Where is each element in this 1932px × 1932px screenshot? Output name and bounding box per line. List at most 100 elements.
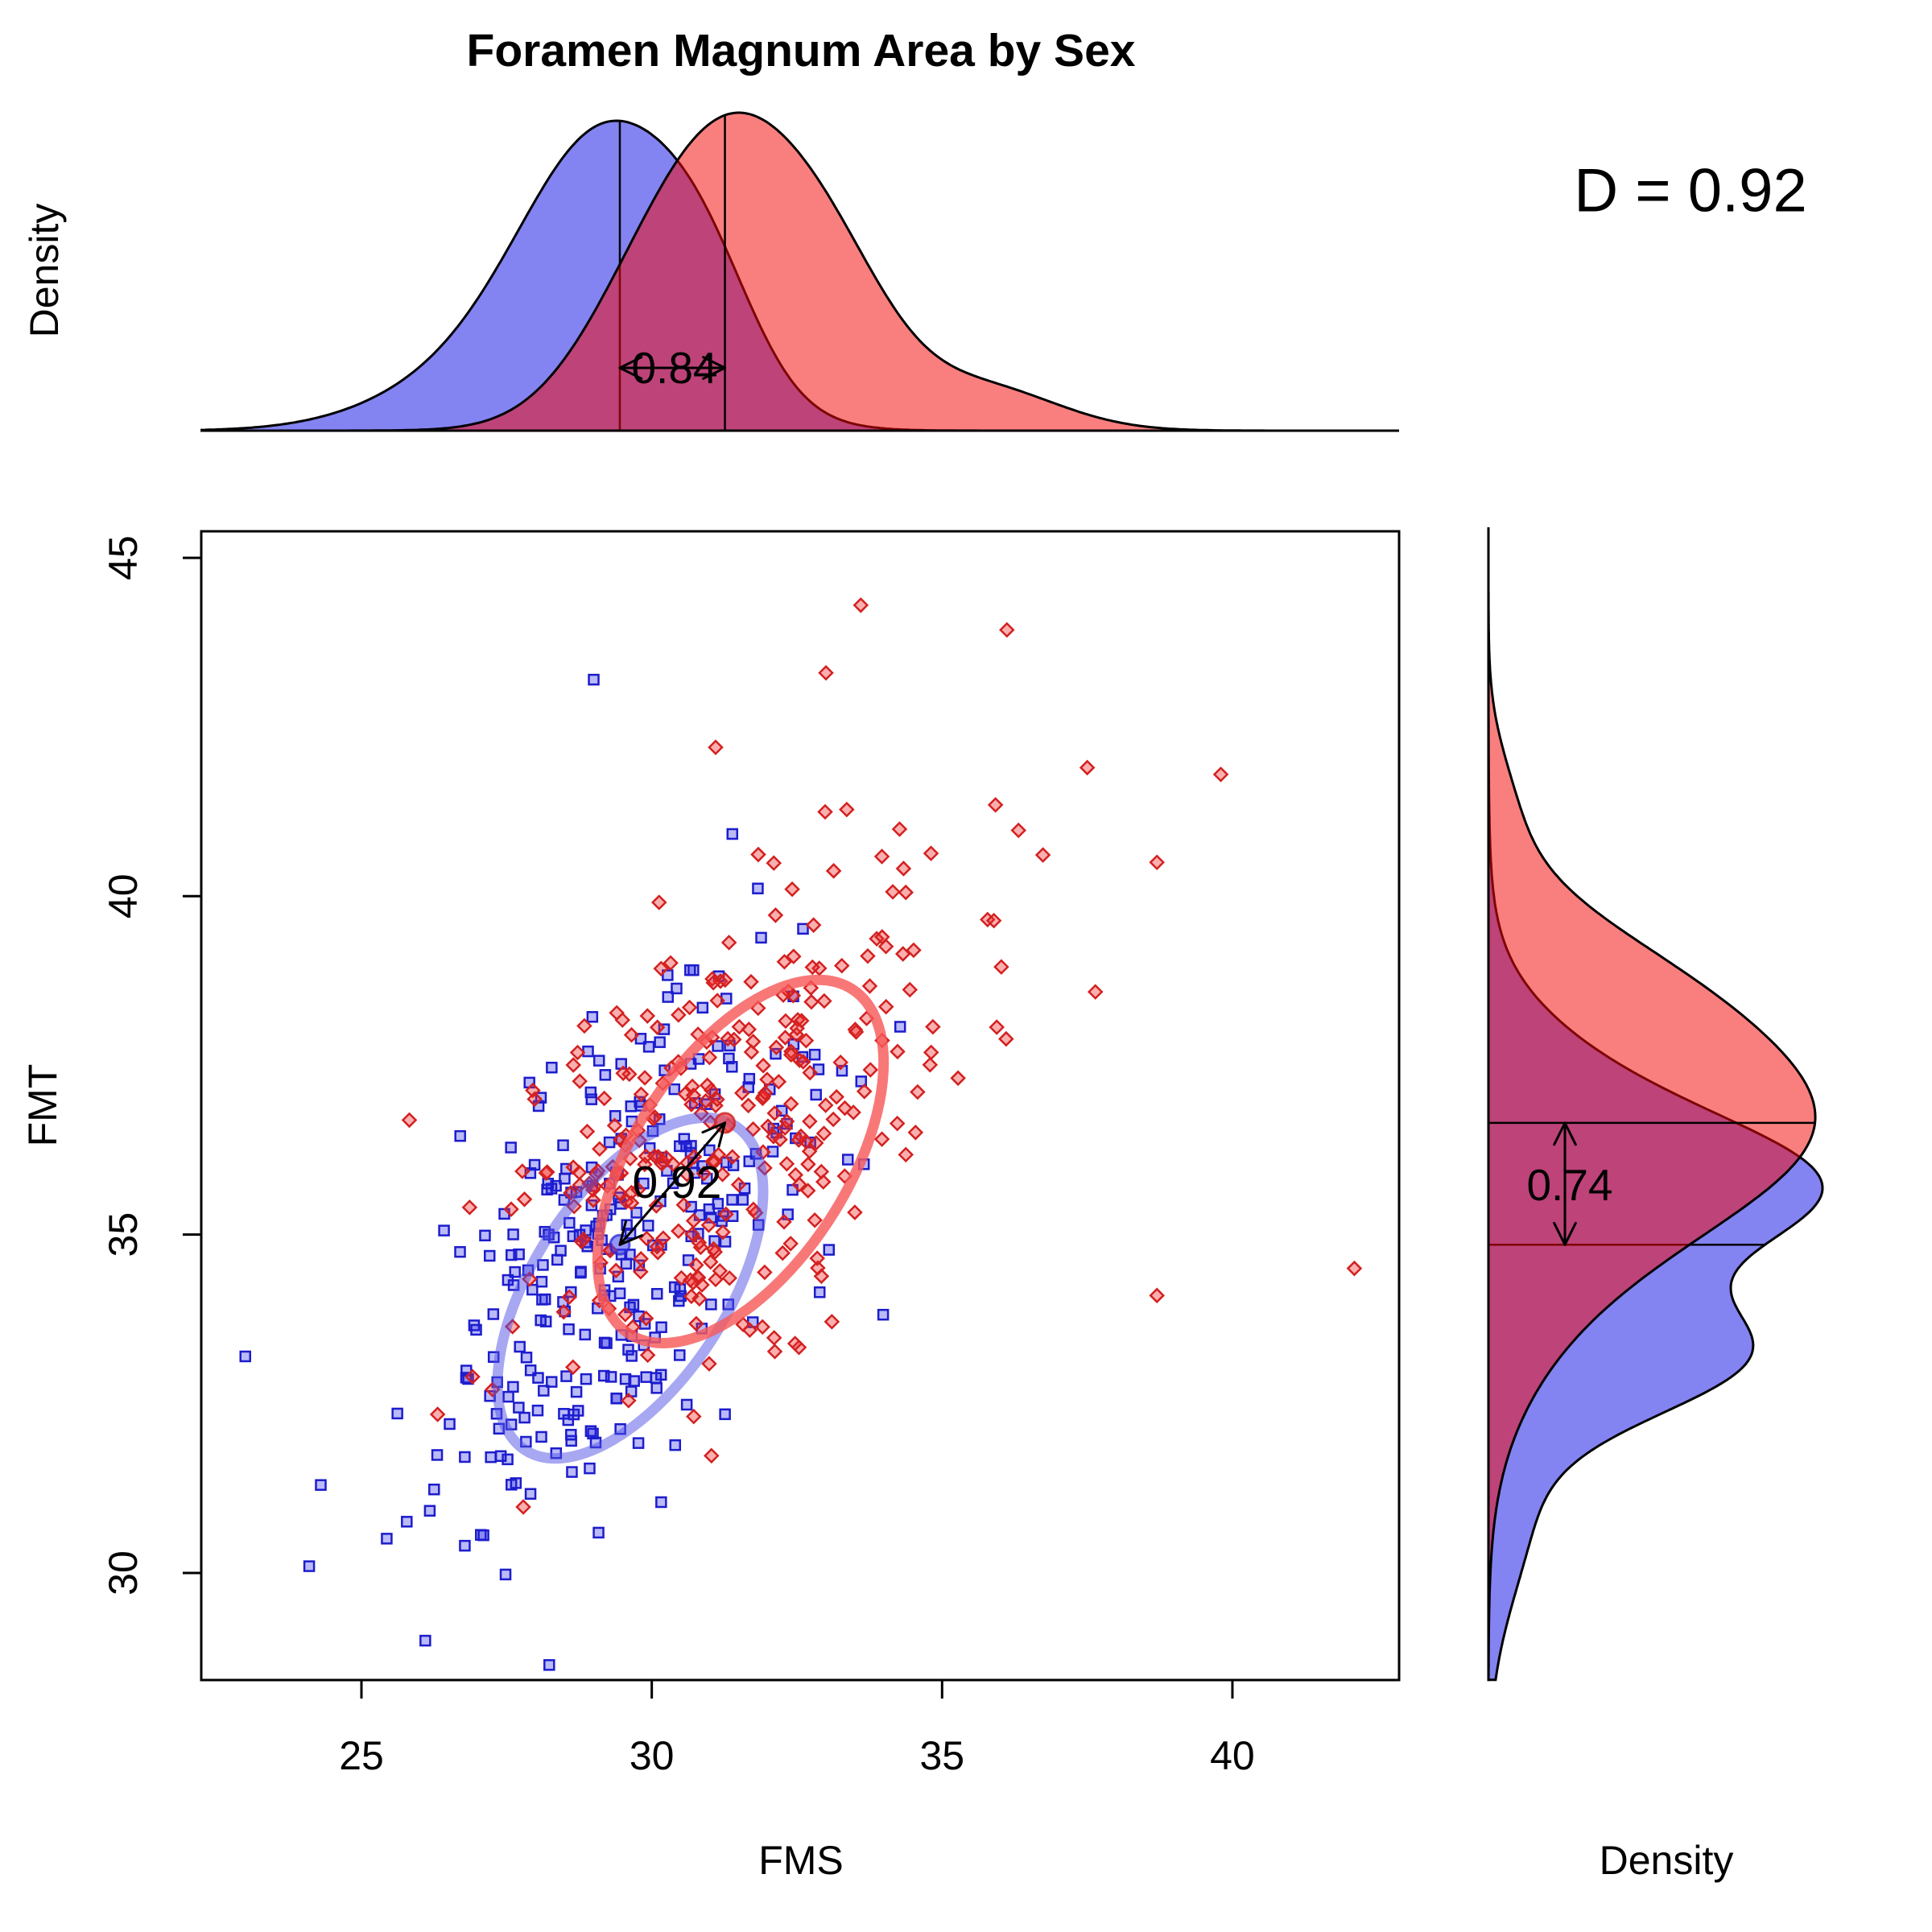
point-blue: [668, 1281, 681, 1294]
point-red: [611, 1185, 628, 1201]
point-red: [803, 993, 819, 1010]
point-blue: [655, 1321, 667, 1333]
point-red: [807, 1135, 824, 1151]
point-blue: [841, 1154, 854, 1166]
point-red: [637, 1156, 653, 1173]
point-red: [795, 1054, 811, 1070]
point-red: [1149, 854, 1165, 871]
point-red: [683, 1288, 700, 1305]
point-red: [778, 1155, 795, 1172]
point-red: [1079, 759, 1096, 776]
point-red: [891, 821, 908, 837]
point-red: [685, 1087, 702, 1104]
point-blue: [563, 1323, 575, 1335]
point-red: [804, 959, 821, 976]
point-red: [874, 929, 890, 945]
point-red: [895, 861, 912, 877]
point-red: [817, 803, 833, 820]
y-tick-label: 30: [101, 1550, 146, 1596]
point-red: [799, 1183, 816, 1199]
point-red: [617, 1307, 634, 1323]
point-blue: [582, 1045, 594, 1058]
point-red: [987, 797, 1004, 813]
fmt-gap-arrow: [1553, 1121, 1577, 1246]
point-red: [757, 1264, 773, 1281]
point-red: [696, 1165, 712, 1182]
point-red: [592, 1141, 608, 1157]
y-tick-label: 35: [101, 1212, 146, 1257]
point-red: [847, 1204, 863, 1220]
point-red: [894, 946, 911, 962]
point-red: [774, 1245, 791, 1261]
point-blue: [654, 1036, 666, 1048]
point-red: [802, 1064, 818, 1081]
point-blue: [484, 1249, 496, 1262]
point-blue: [632, 1437, 645, 1449]
top-marginal-density: [200, 111, 1399, 432]
point-red: [898, 884, 914, 901]
point-red: [741, 1322, 758, 1339]
point-blue: [507, 1228, 519, 1241]
point-blue: [401, 1516, 413, 1528]
point-red: [782, 1046, 799, 1063]
point-red: [704, 971, 720, 987]
point-red: [572, 1073, 588, 1089]
point-red: [815, 1174, 832, 1190]
point-blue: [454, 1129, 466, 1142]
point-blue: [650, 1288, 663, 1300]
point-red: [585, 1192, 601, 1208]
point-blue: [658, 1023, 671, 1035]
point-blue: [669, 1439, 682, 1451]
point-red: [579, 1123, 596, 1140]
point-blue: [565, 1428, 577, 1441]
point-red: [429, 1406, 446, 1422]
top-density-group-red: [201, 111, 1399, 432]
point-blue: [755, 931, 767, 944]
point-blue: [613, 1287, 626, 1299]
point-blue: [642, 1041, 655, 1053]
point-blue: [494, 1450, 507, 1463]
point-red: [998, 1030, 1014, 1047]
point-red: [836, 1168, 853, 1184]
point-blue: [808, 1048, 821, 1061]
x-tick-label: 25: [339, 1733, 384, 1778]
point-red: [555, 1303, 572, 1320]
point-blue: [551, 1253, 564, 1266]
point-red: [730, 1176, 747, 1193]
point-blue: [726, 1210, 739, 1222]
point-red: [789, 1020, 806, 1037]
point-red: [845, 1104, 861, 1121]
right-marginal-density: [1487, 527, 1824, 1682]
point-red: [798, 1032, 815, 1049]
point-red: [907, 1125, 924, 1141]
point-blue: [610, 1392, 622, 1405]
point-blue: [431, 1449, 444, 1461]
point-red: [731, 1018, 748, 1035]
point-red: [685, 1212, 702, 1229]
point-blue: [509, 1265, 521, 1278]
point-red: [649, 1238, 666, 1255]
point-blue: [505, 1141, 517, 1154]
point-red: [721, 1269, 737, 1286]
point-blue: [579, 1328, 592, 1341]
point-blue: [459, 1451, 471, 1463]
point-blue: [570, 1385, 583, 1398]
point-red: [724, 1149, 741, 1165]
point-blue: [650, 1372, 663, 1384]
point-blue: [539, 1293, 551, 1306]
point-blue: [684, 964, 696, 976]
scatter-plot: [239, 597, 1363, 1671]
d-statistic-label: D = 0.92: [1574, 156, 1807, 225]
x-tick-label: 30: [630, 1733, 675, 1778]
point-red: [621, 1393, 637, 1409]
point-red: [514, 1163, 530, 1179]
point-blue: [510, 1477, 522, 1489]
point-blue: [557, 1139, 569, 1151]
point-blue: [531, 1404, 544, 1417]
point-red: [653, 960, 669, 976]
point-blue: [588, 674, 600, 686]
point-red: [701, 1356, 717, 1372]
point-red: [639, 1008, 656, 1024]
